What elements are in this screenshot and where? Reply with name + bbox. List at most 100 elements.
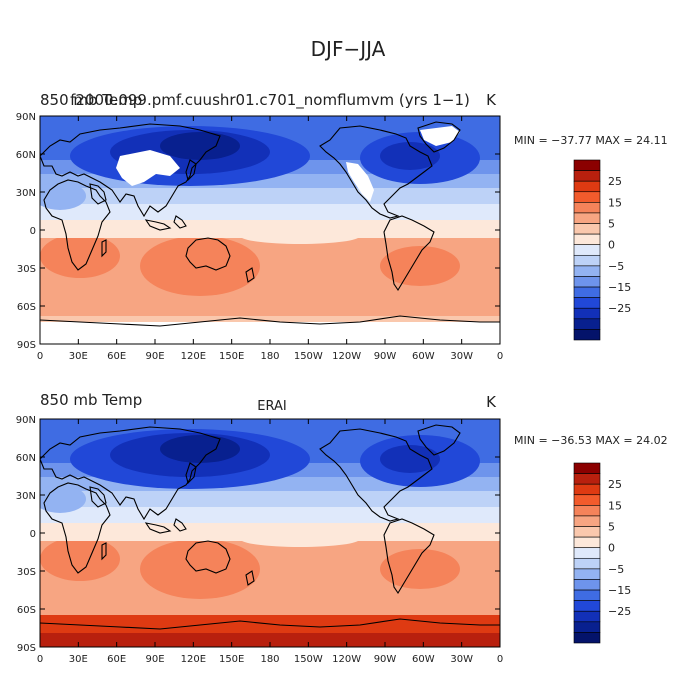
panel-2-lat-label: 90N <box>16 415 36 426</box>
panel-1-lat-label: 90N <box>16 112 36 123</box>
panel-2-lat-label: 60S <box>17 605 36 616</box>
panel-1-center-title: f2000.099.pmf.cuushr01.c701_nomflumvm (y… <box>70 91 470 110</box>
panel-1-lon-label: 150W <box>294 351 323 362</box>
panel-1-colorbar-label: 15 <box>608 196 622 209</box>
panel-1-lat-label: 90S <box>17 340 36 351</box>
panel-1-lon-label: 120W <box>332 351 361 362</box>
panel-2-lon-label: 90E <box>145 654 164 665</box>
panel-1-lat-label: 60S <box>17 302 36 313</box>
panel-1-lon-label: 30E <box>69 351 88 362</box>
panel-2-lon-label: 60W <box>412 654 435 665</box>
panel-1-lon-label: 120E <box>181 351 206 362</box>
panel-2-colorbar-box <box>573 632 601 644</box>
panel-2-map <box>40 419 500 647</box>
panel-2-lon-label: 0 <box>497 654 503 665</box>
panel-2-colorbar-box <box>573 505 601 517</box>
panel-1-colorbar-box <box>573 223 601 235</box>
panel-2-colorbar-box <box>573 515 601 527</box>
panel-2-lat-label: 0 <box>30 529 36 540</box>
panel-2-colorbar-label: −15 <box>608 584 631 597</box>
panel-1-lon-label: 0 <box>497 351 503 362</box>
panel-2-lon-label: 30E <box>69 654 88 665</box>
panel-1-left-title: 850 mb Temp <box>40 91 142 109</box>
panel-1-colorbar-label: 5 <box>608 218 615 231</box>
panel-1-colorbar-box <box>573 286 601 298</box>
panel-1-colorbar-label: −15 <box>608 281 631 294</box>
panel-1-colorbar-box <box>573 329 601 341</box>
panel-1-colorbar-box <box>573 318 601 330</box>
panel-2-colorbar-box <box>573 621 601 633</box>
panel-1-lon-label: 60W <box>412 351 435 362</box>
panel-1-colorbar-box <box>573 307 601 320</box>
panel-2-colorbar: 25 15 5 0 −5 −15 −25 <box>573 462 631 644</box>
panel-2-lon-label: 120W <box>332 654 361 665</box>
panel-2-lon-label: 0 <box>37 654 43 665</box>
panel-2-colorbar-label: 5 <box>608 521 615 534</box>
panel-2-colorbar-box <box>573 462 601 474</box>
panel-1-lon-label: 30W <box>450 351 473 362</box>
panel-2-left-title: 850 mb Temp <box>40 391 142 409</box>
panel-1-colorbar-label: −25 <box>608 302 631 315</box>
panel-2-colorbar-label: 0 <box>608 542 615 555</box>
panel-obs: 850 mb Temp ERAI K MIN = −36.53 MAX = 24… <box>39 391 668 648</box>
panel-1-units: K <box>486 91 497 109</box>
panel-2-lat-label: 30N <box>16 491 36 502</box>
panel-1-colorbar-box <box>573 202 601 214</box>
panel-2-lon-label: 60E <box>107 654 126 665</box>
panel-1-lat-label: 30N <box>16 188 36 199</box>
panel-1-lon-label: 0 <box>37 351 43 362</box>
panel-2-colorbar-box <box>573 589 601 601</box>
panel-1-colorbar-box <box>573 191 601 203</box>
panel-2-colorbar-box <box>573 579 601 591</box>
panel-1-colorbar-box <box>573 244 601 256</box>
panel-2-lon-label: 90W <box>374 654 397 665</box>
panel-2-colorbar-box <box>573 536 601 549</box>
panel-2-colorbar-box <box>573 600 601 612</box>
panel-2-lon-label: 180 <box>260 654 279 665</box>
panel-1-lon-label: 90W <box>374 351 397 362</box>
panel-1-lat-label: 30S <box>17 264 36 275</box>
panel-2-colorbar-box <box>573 547 601 559</box>
panel-2-lon-label: 150W <box>294 654 323 665</box>
panel-1-lon-label: 60E <box>107 351 126 362</box>
panel-2-colorbar-box <box>573 473 601 485</box>
panel-2-lon-label: 30W <box>450 654 473 665</box>
panel-1-colorbar-box <box>573 212 601 224</box>
panel-1-lon-label: 150E <box>219 351 244 362</box>
panel-1-colorbar-box <box>573 159 601 171</box>
panel-2-lat-label: 60N <box>16 453 36 464</box>
panel-1-lon-label: 90E <box>145 351 164 362</box>
panel-2-colorbar-box <box>573 526 601 538</box>
panel-1-lat-label: 60N <box>16 150 36 161</box>
panel-1-colorbar-label: 25 <box>608 175 622 188</box>
panel-2-colorbar-label: −25 <box>608 605 631 618</box>
panel-1-colorbar-box <box>573 170 601 182</box>
panel-2-lat-label: 90S <box>17 643 36 654</box>
panel-1-colorbar-label: −5 <box>608 260 624 273</box>
panel-2-colorbar-box <box>573 494 601 506</box>
panel-1-colorbar-label: 0 <box>608 239 615 252</box>
panel-2-colorbar-box <box>573 568 601 580</box>
panel-2-units: K <box>486 393 497 411</box>
panel-1-map <box>40 116 500 344</box>
panel-2-colorbar-box <box>573 483 601 496</box>
panel-2-min-max: MIN = −36.53 MAX = 24.02 <box>514 434 668 447</box>
panel-2-colorbar-label: 25 <box>608 478 622 491</box>
panel-1-colorbar: 25 15 5 0 −5 −15 −25 <box>573 159 631 341</box>
panel-1-lat-label: 0 <box>30 226 36 237</box>
panel-1-colorbar-box <box>573 254 601 267</box>
panel-2-lon-label: 120E <box>181 654 206 665</box>
figure-title: DJF−JJA <box>311 37 386 61</box>
panel-1-colorbar-box <box>573 297 601 309</box>
panel-1-colorbar-box <box>573 276 601 288</box>
panel-1-colorbar-box <box>573 180 601 193</box>
panel-1-colorbar-box <box>573 265 601 277</box>
panel-1-lon-label: 180 <box>260 351 279 362</box>
panel-2-colorbar-box <box>573 557 601 570</box>
panel-2-colorbar-box <box>573 610 601 623</box>
panel-2-lon-label: 150E <box>219 654 244 665</box>
panel-2-center-title: ERAI <box>257 399 286 414</box>
